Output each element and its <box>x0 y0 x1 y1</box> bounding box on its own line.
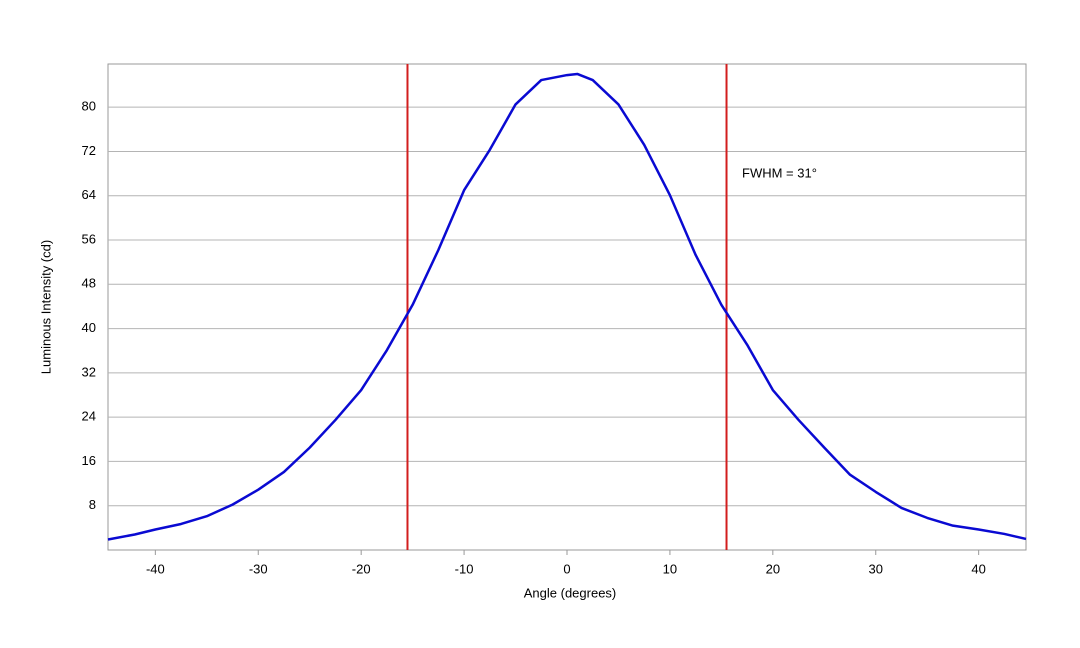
line-series <box>107 72 1027 541</box>
y-tick-label: 8 <box>89 497 96 512</box>
x-tick-label: -20 <box>352 561 371 576</box>
x-tick-label: -40 <box>146 561 165 576</box>
y-tick-label: 64 <box>82 187 96 202</box>
annotation: FWHM = 31° <box>742 165 817 180</box>
x-tick-label: -30 <box>249 561 268 576</box>
y-tick-label: 24 <box>82 409 96 424</box>
x-tick-label: 20 <box>766 561 780 576</box>
y-axis-label: Luminous Intensity (cd) <box>38 240 53 374</box>
x-tick-label: 30 <box>869 561 883 576</box>
x-tick-label: 0 <box>563 561 570 576</box>
plot-frame <box>107 63 1027 551</box>
x-tick-label: 10 <box>663 561 677 576</box>
y-tick-label: 48 <box>82 276 96 291</box>
y-tick-label: 72 <box>82 143 96 158</box>
x-tick-label: -10 <box>455 561 474 576</box>
y-tick-label: 16 <box>82 453 96 468</box>
y-tick-label: 56 <box>82 231 96 246</box>
y-tick-label: 80 <box>82 99 96 114</box>
y-tick-label: 32 <box>82 364 96 379</box>
x-tick-label: 40 <box>971 561 985 576</box>
y-tick-label: 40 <box>82 320 96 335</box>
x-axis-label: Angle (degrees) <box>524 585 617 600</box>
